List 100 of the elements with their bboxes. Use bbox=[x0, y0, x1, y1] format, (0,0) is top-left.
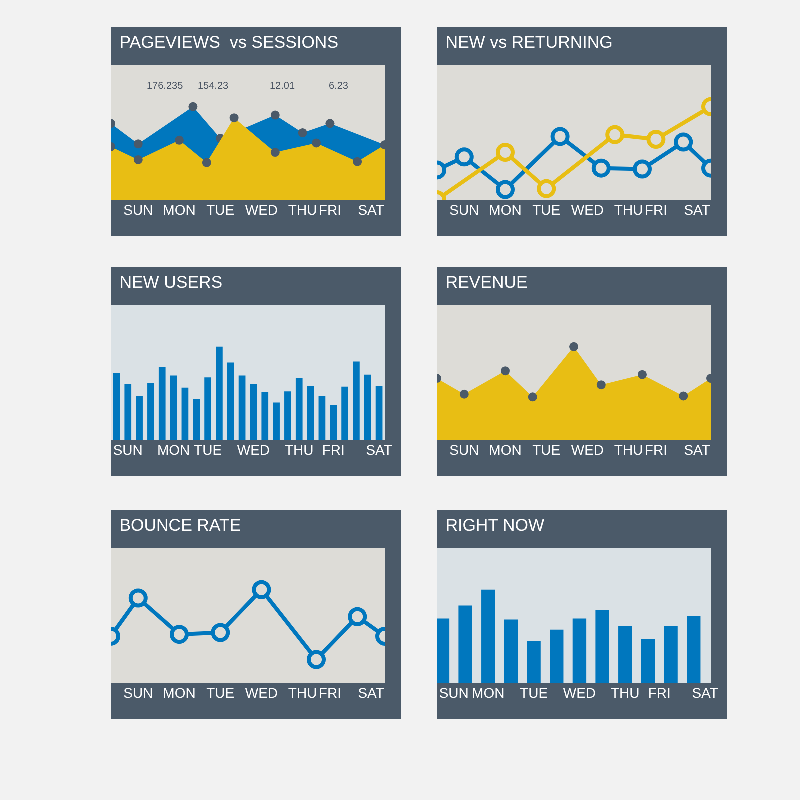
x-tick-label: TUE bbox=[194, 442, 222, 458]
bar bbox=[364, 374, 372, 440]
bar bbox=[124, 384, 132, 440]
bar bbox=[182, 388, 189, 440]
bar bbox=[504, 620, 518, 683]
point bbox=[550, 127, 570, 146]
bar bbox=[330, 406, 338, 440]
point bbox=[348, 607, 368, 626]
bar bbox=[664, 626, 678, 683]
x-tick-label: SUN bbox=[124, 202, 154, 218]
x-tick-label: FRI bbox=[648, 685, 671, 701]
point bbox=[496, 143, 515, 162]
x-tick-label: WED bbox=[571, 442, 604, 458]
bar bbox=[353, 362, 360, 440]
x-tick-label: FRI bbox=[322, 442, 345, 458]
point bbox=[646, 130, 666, 149]
point bbox=[606, 125, 625, 144]
bar bbox=[596, 610, 610, 683]
bar bbox=[641, 639, 656, 683]
x-tick-label: SAT bbox=[684, 202, 711, 218]
bar bbox=[342, 386, 348, 440]
bar bbox=[204, 378, 212, 440]
text: 154.23 bbox=[198, 81, 230, 92]
bar bbox=[238, 376, 246, 440]
x-tick-label: MON bbox=[157, 442, 190, 458]
x-tick-label: FRI bbox=[318, 685, 342, 701]
point bbox=[211, 623, 230, 642]
x-tick-label: SUN bbox=[450, 202, 480, 218]
bar bbox=[296, 378, 303, 440]
bar bbox=[307, 386, 314, 440]
bar bbox=[550, 630, 564, 683]
chart-title: RIGHT NOW bbox=[446, 516, 545, 535]
x-tick-label: SUN bbox=[439, 685, 469, 701]
bar bbox=[193, 399, 200, 440]
bar bbox=[376, 386, 383, 440]
x-tick-label: THU bbox=[288, 202, 318, 218]
x-tick-label: WED bbox=[571, 202, 604, 218]
x-tick-label: MON bbox=[163, 685, 196, 701]
x-tick-label: TUE bbox=[532, 442, 561, 458]
bar bbox=[273, 402, 280, 440]
point bbox=[454, 148, 474, 167]
x-tick-label: TUE bbox=[206, 202, 235, 218]
chart-title: PAGEVIEWS vs SESSIONS bbox=[120, 32, 339, 52]
x-tick-label: WED bbox=[563, 685, 596, 701]
x-tick-label: SAT bbox=[358, 202, 385, 218]
x-tick-label: FRI bbox=[644, 202, 668, 218]
bar bbox=[170, 376, 178, 440]
text: 6.23 bbox=[329, 81, 349, 92]
point bbox=[674, 132, 694, 152]
x-tick-label: MON bbox=[472, 685, 505, 701]
x-tick-label: SUN bbox=[450, 442, 480, 458]
point bbox=[496, 180, 515, 200]
bar bbox=[216, 346, 223, 440]
point bbox=[170, 625, 189, 644]
x-tick-label: THU bbox=[288, 685, 318, 701]
point bbox=[633, 160, 652, 179]
x-tick-label: WED bbox=[245, 202, 278, 218]
x-tick-label: SUN bbox=[124, 685, 154, 701]
bar bbox=[687, 616, 701, 683]
point bbox=[537, 179, 556, 198]
text: 176.235 bbox=[147, 81, 184, 92]
x-tick-label: THU bbox=[610, 685, 640, 701]
point bbox=[307, 650, 326, 670]
x-tick-label: FRI bbox=[318, 202, 342, 218]
bar bbox=[250, 384, 258, 440]
bar bbox=[458, 606, 472, 683]
x-tick-label: TUE bbox=[532, 202, 561, 218]
x-tick-label: SAT bbox=[366, 442, 393, 458]
bar bbox=[318, 396, 326, 440]
point bbox=[128, 588, 148, 608]
bar bbox=[572, 618, 587, 683]
x-tick-label: THU bbox=[284, 442, 314, 458]
x-tick-label: SAT bbox=[692, 685, 719, 701]
text: 12.01 bbox=[270, 81, 296, 92]
x-tick-label: TUE bbox=[520, 685, 548, 701]
bar bbox=[113, 372, 120, 440]
x-tick-label: MON bbox=[489, 202, 522, 218]
bar bbox=[227, 362, 234, 440]
x-tick-label: MON bbox=[489, 442, 522, 458]
bar bbox=[148, 383, 154, 440]
x-tick-label: TUE bbox=[206, 685, 235, 701]
bar bbox=[482, 590, 496, 683]
bar bbox=[158, 367, 166, 440]
bar bbox=[136, 396, 143, 440]
x-tick-label: WED bbox=[245, 685, 278, 701]
chart-title: BOUNCE RATE bbox=[120, 516, 242, 535]
point bbox=[252, 580, 272, 600]
chart-title: REVENUE bbox=[446, 272, 528, 292]
x-tick-label: THU bbox=[614, 202, 644, 218]
chart-title: NEW vs RETURNING bbox=[446, 32, 613, 52]
x-tick-label: FRI bbox=[644, 442, 668, 458]
point bbox=[592, 158, 611, 178]
bar bbox=[618, 626, 632, 683]
x-tick-label: MON bbox=[163, 202, 196, 218]
x-tick-label: WED bbox=[237, 442, 270, 458]
x-tick-label: SAT bbox=[358, 685, 385, 701]
bar bbox=[527, 641, 541, 683]
chart-title: NEW USERS bbox=[120, 272, 223, 292]
x-tick-label: SUN bbox=[113, 442, 143, 458]
bar bbox=[262, 392, 269, 440]
